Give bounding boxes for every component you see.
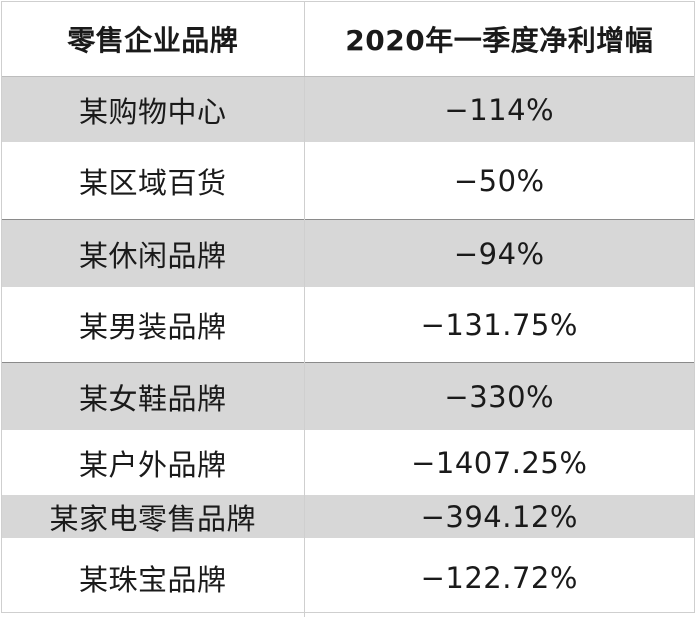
brand-cell: 某休闲品牌 — [2, 219, 304, 287]
change-cell: −114% — [303, 76, 694, 142]
brand-cell: 某女鞋品牌 — [2, 362, 304, 430]
table-row: 某家电零售品牌 −394.12% — [2, 495, 694, 538]
table-row: 某购物中心 −114% — [2, 76, 694, 142]
change-cell: −330% — [303, 362, 694, 430]
brand-cell: 某男装品牌 — [78, 309, 227, 344]
change-cell: −50% — [303, 142, 694, 220]
table-row: 某区域百货 −50% — [2, 142, 694, 220]
table-row: 某休闲品牌 −94% — [2, 219, 694, 287]
table-row: 某女鞋品牌 −330% — [2, 362, 694, 430]
change-cell: −1407.25% — [303, 430, 694, 495]
brand-cell: 某购物中心 — [2, 76, 304, 142]
brand-cell: 某区域百货 — [78, 165, 227, 200]
header-net-profit-change: 2020年一季度净利增幅 — [303, 2, 694, 77]
change-cell: −122.72% — [303, 538, 694, 617]
table-row: 某珠宝品牌 −122.72% — [2, 538, 694, 617]
brand-cell: 某家电零售品牌 — [2, 495, 304, 538]
brand-cell: 某户外品牌 — [78, 447, 227, 482]
header-brand: 零售企业品牌 — [2, 2, 304, 77]
change-cell: −94% — [303, 219, 694, 287]
change-cell: −394.12% — [303, 495, 694, 538]
header-row: 零售企业品牌 2020年一季度净利增幅 — [2, 2, 694, 77]
change-cell: −131.75% — [303, 287, 694, 363]
brand-cell: 某珠宝品牌 — [78, 562, 227, 597]
table-row: 某户外品牌 −1407.25% — [2, 430, 694, 495]
table-row: 某男装品牌 −131.75% — [2, 287, 694, 363]
